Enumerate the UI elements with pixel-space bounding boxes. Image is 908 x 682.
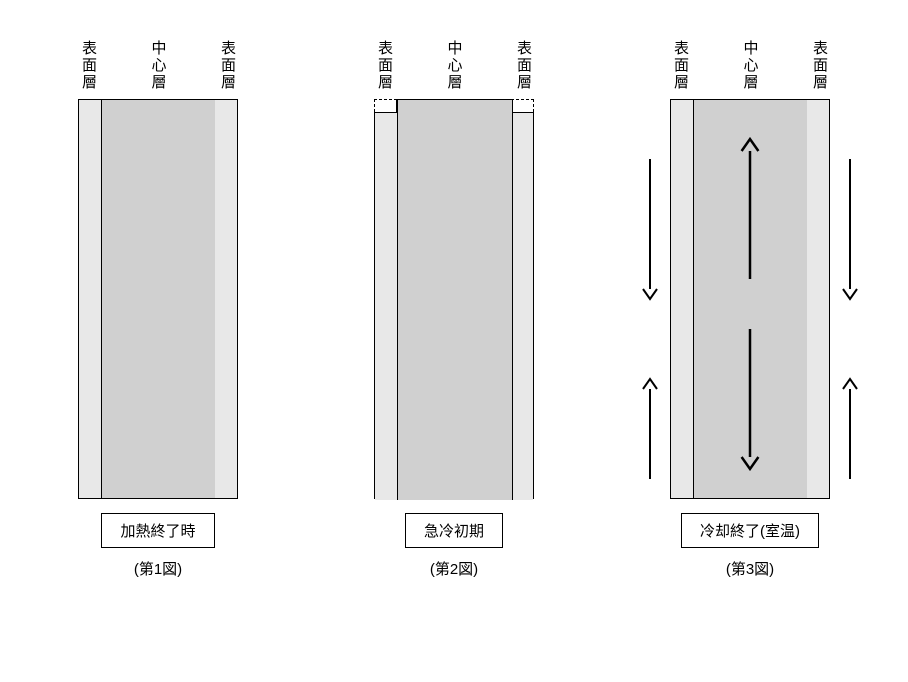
layer-labels-3: 表面層 中心層 表面層 bbox=[670, 40, 830, 91]
block-wrap-1 bbox=[78, 99, 238, 499]
fignum-1: (第1図) bbox=[134, 558, 182, 579]
surface-layer-right bbox=[511, 112, 533, 500]
surface-layer-left bbox=[79, 100, 101, 498]
label-core: 中心層 bbox=[444, 40, 465, 91]
label-surface-right: 表面層 bbox=[513, 40, 534, 91]
label-surface-right: 表面層 bbox=[217, 40, 238, 91]
figure-3: 表面層 中心層 表面層 冷却終了(室温) (第3図) bbox=[670, 40, 830, 579]
block-wrap-3 bbox=[670, 99, 830, 499]
label-core: 中心層 bbox=[148, 40, 169, 91]
figure-1: 表面層 中心層 表面層 加熱終了時 (第1図) bbox=[78, 40, 238, 579]
dashed-gap-right bbox=[511, 99, 534, 112]
dashed-gap-left bbox=[374, 99, 397, 112]
fignum-2: (第2図) bbox=[430, 558, 478, 579]
core-layer bbox=[397, 100, 513, 500]
layer-labels-1: 表面層 中心層 表面層 bbox=[78, 40, 238, 91]
block-3 bbox=[670, 99, 830, 499]
fignum-3: (第3図) bbox=[726, 558, 774, 579]
layer-labels-2: 表面層 中心層 表面層 bbox=[374, 40, 534, 91]
stress-arrow bbox=[640, 379, 660, 479]
block-1 bbox=[78, 99, 238, 499]
surface-layer-left bbox=[375, 112, 397, 500]
caption-2: 急冷初期 bbox=[405, 513, 503, 548]
surface-layer-right bbox=[807, 100, 829, 498]
caption-1: 加熱終了時 bbox=[101, 513, 214, 548]
figure-container: 表面層 中心層 表面層 加熱終了時 (第1図) 表面層 中心層 表面層 急冷初期… bbox=[0, 0, 908, 599]
label-surface-right: 表面層 bbox=[809, 40, 830, 91]
figure-2: 表面層 中心層 表面層 急冷初期 (第2図) bbox=[374, 40, 534, 579]
block-wrap-2 bbox=[374, 99, 534, 499]
caption-3: 冷却終了(室温) bbox=[681, 513, 819, 548]
stress-arrow bbox=[640, 159, 660, 299]
label-core: 中心層 bbox=[740, 40, 761, 91]
surface-layer-left bbox=[671, 100, 693, 498]
label-surface-left: 表面層 bbox=[78, 40, 99, 91]
stress-arrow bbox=[840, 159, 860, 299]
core-layer bbox=[693, 100, 809, 498]
stress-arrow bbox=[840, 379, 860, 479]
core-layer bbox=[101, 100, 217, 498]
block-2 bbox=[374, 99, 534, 499]
label-surface-left: 表面層 bbox=[670, 40, 691, 91]
label-surface-left: 表面層 bbox=[374, 40, 395, 91]
surface-layer-right bbox=[215, 100, 237, 498]
